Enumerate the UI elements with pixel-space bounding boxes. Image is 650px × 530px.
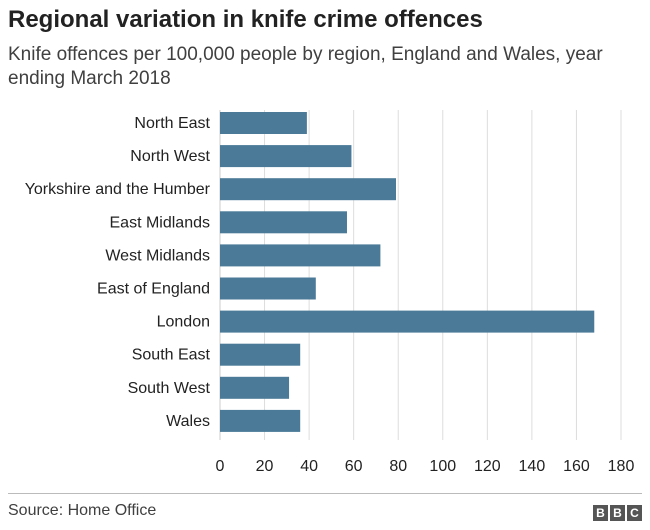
x-axis-ticks: 0 20 40 60 80 100 120 140 160 180: [216, 458, 635, 475]
category-label: Wales: [166, 413, 210, 430]
bar: [220, 112, 307, 134]
bar: [220, 376, 290, 399]
chart-title: Regional variation in knife crime offenc…: [8, 6, 483, 33]
bar: [220, 343, 301, 366]
category-label: London: [157, 314, 210, 331]
chart-subtitle: Knife offences per 100,000 people by reg…: [8, 44, 603, 89]
bar: [220, 178, 396, 201]
bar: [220, 211, 347, 234]
x-tick-label: 100: [429, 458, 456, 475]
bar: [220, 145, 352, 168]
x-tick-label: 140: [519, 458, 546, 475]
category-label: Yorkshire and the Humber: [25, 181, 211, 198]
category-label: East Midlands: [110, 214, 211, 231]
x-tick-label: 160: [563, 458, 590, 475]
footer-divider: [8, 493, 642, 494]
x-tick-label: 0: [216, 458, 225, 475]
bars: [220, 112, 595, 432]
bbc-logo-letter: B: [593, 505, 608, 521]
bbc-logo: B B C: [593, 505, 642, 521]
bbc-logo-letter: C: [627, 505, 642, 521]
bar: [220, 409, 301, 432]
bar: [220, 244, 381, 267]
source-note: Source: Home Office: [8, 502, 157, 519]
bbc-logo-letter: B: [610, 505, 625, 521]
category-label: East of England: [97, 281, 210, 298]
category-label: South East: [132, 347, 211, 364]
x-tick-label: 180: [608, 458, 635, 475]
category-label: West Midlands: [105, 247, 210, 264]
x-tick-label: 60: [345, 458, 363, 475]
x-tick-label: 80: [389, 458, 407, 475]
bar-chart: North East North West Yorkshire and the Hu…: [25, 110, 635, 475]
x-tick-label: 120: [474, 458, 501, 475]
x-tick-label: 20: [256, 458, 274, 475]
category-label: North East: [134, 115, 210, 132]
bar: [220, 310, 595, 333]
bar: [220, 277, 316, 300]
category-label: North West: [130, 148, 210, 165]
category-label: South West: [128, 380, 211, 397]
x-tick-label: 40: [300, 458, 318, 475]
category-labels: North East North West Yorkshire and the Hu…: [25, 115, 211, 430]
